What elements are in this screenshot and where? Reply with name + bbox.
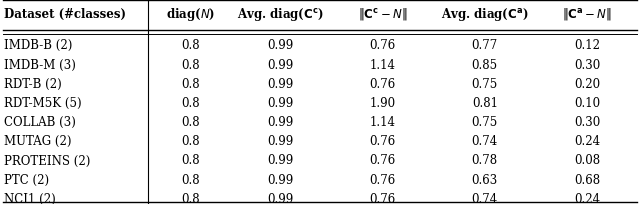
Text: $\|\mathbf{C}^{\mathbf{a}} - N\|$: $\|\mathbf{C}^{\mathbf{a}} - N\|$: [562, 6, 612, 22]
Text: RDT-B (2): RDT-B (2): [4, 78, 62, 91]
Text: 0.30: 0.30: [574, 59, 600, 72]
Text: 0.24: 0.24: [574, 135, 600, 148]
Text: 0.75: 0.75: [472, 116, 498, 129]
Text: NCI1 (2): NCI1 (2): [4, 193, 56, 204]
Text: 0.8: 0.8: [181, 135, 200, 148]
Text: 0.99: 0.99: [267, 78, 293, 91]
Text: 0.20: 0.20: [574, 78, 600, 91]
Text: 0.74: 0.74: [472, 135, 498, 148]
Text: 0.76: 0.76: [369, 39, 396, 52]
Text: 0.08: 0.08: [574, 154, 600, 167]
Text: 0.8: 0.8: [181, 193, 200, 204]
Text: 0.76: 0.76: [369, 78, 396, 91]
Text: PROTEINS (2): PROTEINS (2): [4, 154, 91, 167]
Text: 0.99: 0.99: [267, 116, 293, 129]
Text: 0.12: 0.12: [574, 39, 600, 52]
Text: 0.85: 0.85: [472, 59, 498, 72]
Text: COLLAB (3): COLLAB (3): [4, 116, 76, 129]
Text: 0.8: 0.8: [181, 116, 200, 129]
Text: IMDB-M (3): IMDB-M (3): [4, 59, 76, 72]
Text: Avg. diag($\mathbf{C}^{\mathbf{c}}$): Avg. diag($\mathbf{C}^{\mathbf{c}}$): [237, 6, 323, 23]
Text: 0.8: 0.8: [181, 39, 200, 52]
Text: 0.74: 0.74: [472, 193, 498, 204]
Text: 0.99: 0.99: [267, 39, 293, 52]
Text: Dataset (#classes): Dataset (#classes): [4, 8, 127, 21]
Text: 0.8: 0.8: [181, 59, 200, 72]
Text: 0.8: 0.8: [181, 154, 200, 167]
Text: 0.8: 0.8: [181, 174, 200, 187]
Text: 0.78: 0.78: [472, 154, 498, 167]
Text: 0.77: 0.77: [472, 39, 498, 52]
Text: 0.81: 0.81: [472, 97, 498, 110]
Text: Avg. diag($\mathbf{C}^{\mathbf{a}}$): Avg. diag($\mathbf{C}^{\mathbf{a}}$): [441, 6, 529, 23]
Text: 0.76: 0.76: [369, 193, 396, 204]
Text: diag($N$): diag($N$): [166, 6, 215, 23]
Text: 1.90: 1.90: [369, 97, 396, 110]
Text: 0.99: 0.99: [267, 174, 293, 187]
Text: 0.68: 0.68: [574, 174, 600, 187]
Text: 1.14: 1.14: [369, 59, 396, 72]
Text: 0.8: 0.8: [181, 78, 200, 91]
Text: PTC (2): PTC (2): [4, 174, 50, 187]
Text: 0.99: 0.99: [267, 154, 293, 167]
Text: $\|\mathbf{C}^{\mathbf{c}} - N\|$: $\|\mathbf{C}^{\mathbf{c}} - N\|$: [358, 6, 407, 22]
Text: 0.76: 0.76: [369, 135, 396, 148]
Text: RDT-M5K (5): RDT-M5K (5): [4, 97, 82, 110]
Text: 0.76: 0.76: [369, 174, 396, 187]
Text: 0.75: 0.75: [472, 78, 498, 91]
Text: 0.10: 0.10: [574, 97, 600, 110]
Text: MUTAG (2): MUTAG (2): [4, 135, 72, 148]
Text: 0.99: 0.99: [267, 193, 293, 204]
Text: 0.99: 0.99: [267, 135, 293, 148]
Text: 0.8: 0.8: [181, 97, 200, 110]
Text: 0.30: 0.30: [574, 116, 600, 129]
Text: IMDB-B (2): IMDB-B (2): [4, 39, 73, 52]
Text: 0.24: 0.24: [574, 193, 600, 204]
Text: 0.76: 0.76: [369, 154, 396, 167]
Text: 0.99: 0.99: [267, 97, 293, 110]
Text: 0.99: 0.99: [267, 59, 293, 72]
Text: 1.14: 1.14: [369, 116, 396, 129]
Text: 0.63: 0.63: [472, 174, 498, 187]
